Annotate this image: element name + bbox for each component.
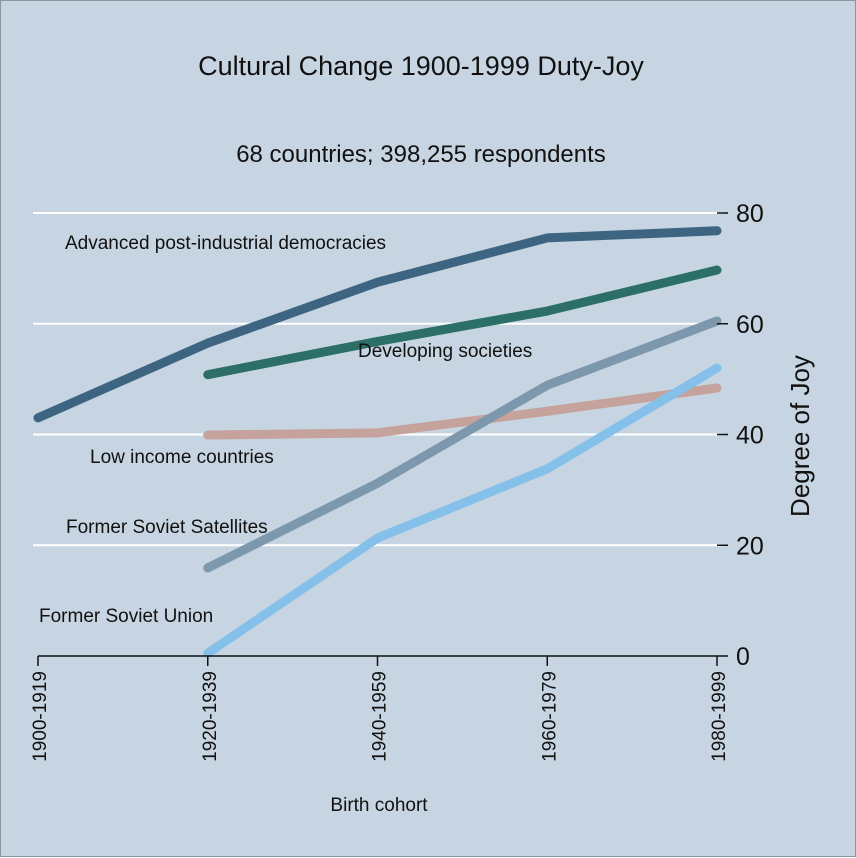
series-label: Low income countries (90, 447, 274, 468)
series-label: Advanced post-industrial democracies (65, 233, 386, 254)
y-tick-label: 60 (736, 311, 764, 339)
series-line (203, 363, 722, 658)
x-tick-label: 1960-1979 (539, 671, 560, 762)
x-tick-label: 1920-1939 (200, 671, 221, 762)
y-axis-label: Degree of Joy (785, 355, 815, 517)
series-line (33, 226, 722, 423)
series-label: Former Soviet Union (39, 606, 213, 627)
chart-subtitle: 68 countries; 398,255 respondents (236, 141, 606, 168)
x-axis-label: Birth cohort (330, 795, 428, 816)
y-tick-label: 0 (736, 643, 750, 671)
series-line (203, 316, 722, 573)
series-line (203, 265, 722, 380)
y-tick-label: 80 (736, 200, 764, 228)
series-line (203, 383, 722, 440)
series-label: Former Soviet Satellites (66, 517, 268, 538)
y-tick-label: 20 (736, 532, 764, 560)
series-label: Developing societies (358, 341, 532, 362)
x-tick-label: 1940-1959 (370, 671, 391, 762)
x-tick-label: 1900-1919 (30, 671, 51, 762)
y-tick-label: 40 (736, 422, 764, 450)
chart-title: Cultural Change 1900-1999 Duty-Joy (198, 51, 644, 81)
x-tick-label: 1980-1999 (709, 671, 730, 762)
